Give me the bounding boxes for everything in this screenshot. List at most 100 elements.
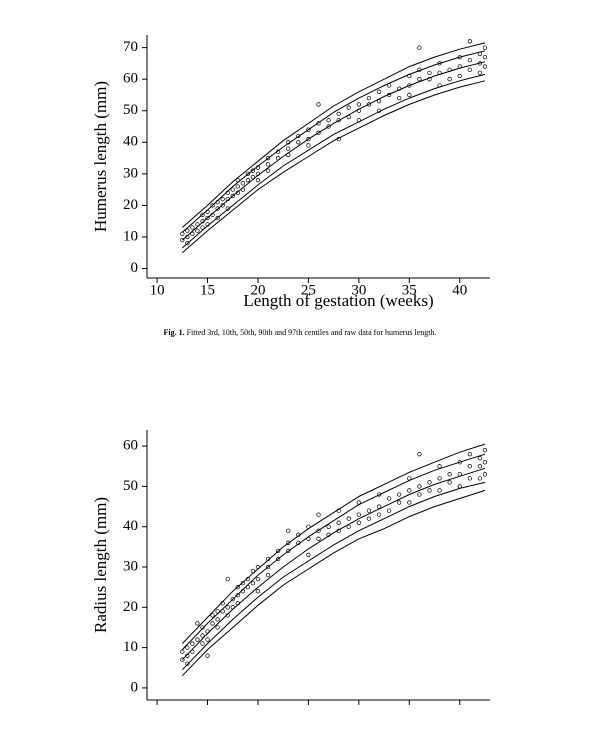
y-axis-label: Humerus length (mm): [91, 81, 110, 232]
data-point: [185, 645, 190, 650]
x-axis-label: Length of gestation (weeks): [243, 291, 433, 310]
data-point: [376, 89, 382, 94]
data-point: [235, 184, 240, 189]
data-point: [245, 171, 251, 177]
data-point: [265, 168, 271, 173]
data-point: [467, 67, 472, 72]
data-point: [225, 206, 230, 211]
data-point: [477, 456, 483, 461]
centile-line: [181, 50, 486, 233]
data-point: [306, 552, 311, 558]
data-point: [482, 54, 488, 60]
data-point: [356, 500, 362, 505]
data-point: [306, 536, 311, 541]
data-point: [190, 225, 195, 230]
x-tick-label: 15: [200, 282, 215, 298]
data-point: [190, 649, 195, 654]
data-point: [437, 83, 442, 88]
data-point: [417, 67, 422, 72]
data-point: [306, 524, 311, 529]
data-point: [386, 496, 392, 501]
data-point: [386, 92, 392, 98]
data-point: [255, 564, 261, 570]
y-tick-label: 40: [123, 134, 138, 150]
data-point: [437, 488, 442, 493]
data-point: [195, 222, 200, 227]
data-point: [286, 548, 291, 554]
data-point: [407, 488, 412, 493]
data-point: [447, 77, 452, 82]
data-point: [316, 102, 321, 107]
caption: Fig. 1. Fitted 3rd, 10th, 50th, 90th and…: [163, 328, 436, 337]
data-point: [316, 528, 321, 533]
data-point: [255, 165, 261, 170]
y-tick-label: 50: [123, 478, 138, 494]
data-point: [205, 222, 210, 227]
data-point: [316, 130, 321, 135]
data-point: [230, 597, 235, 602]
data-point: [376, 504, 382, 509]
data-point: [482, 460, 488, 465]
centile-line: [181, 80, 486, 254]
data-point: [265, 572, 271, 578]
data-point: [200, 641, 205, 646]
data-point: [296, 133, 301, 139]
data-point: [240, 589, 245, 594]
data-point: [336, 118, 341, 123]
data-point: [397, 492, 402, 497]
data-point: [482, 472, 488, 477]
data-point: [296, 532, 301, 537]
data-point: [230, 193, 235, 199]
data-point: [427, 70, 432, 76]
data-point: [200, 633, 205, 638]
data-point: [210, 613, 215, 618]
data-point: [240, 580, 245, 586]
data-point: [477, 476, 483, 481]
data-point: [467, 39, 472, 44]
data-point: [386, 83, 392, 88]
data-point: [376, 99, 382, 104]
data-point: [286, 146, 291, 151]
data-point: [190, 641, 195, 646]
data-point: [386, 508, 392, 513]
data-point: [407, 83, 412, 88]
data-point: [255, 589, 261, 594]
data-point: [245, 576, 251, 582]
centile-line: [181, 453, 486, 650]
data-point: [467, 452, 472, 457]
data-point: [225, 190, 230, 195]
y-tick-label: 0: [131, 260, 139, 276]
data-point: [215, 609, 220, 614]
data-point: [326, 118, 331, 123]
data-point: [407, 500, 412, 505]
data-point: [220, 609, 225, 614]
data-point: [180, 657, 185, 662]
data-point: [200, 225, 205, 230]
data-point: [230, 605, 235, 610]
data-point: [417, 492, 422, 497]
data-point: [235, 593, 240, 598]
x-tick-label: 40: [452, 282, 467, 298]
data-point: [457, 73, 462, 79]
data-point: [376, 492, 382, 497]
data-point: [250, 568, 256, 574]
data-point: [447, 480, 452, 485]
data-point: [316, 512, 321, 517]
data-point: [447, 472, 452, 477]
data-point: [457, 64, 462, 69]
data-point: [215, 200, 220, 205]
data-point: [306, 143, 311, 148]
data-point: [240, 187, 245, 192]
data-point: [250, 168, 256, 173]
data-point: [437, 464, 442, 469]
data-point: [316, 536, 321, 541]
data-point: [255, 576, 261, 582]
data-point: [195, 228, 200, 233]
data-point: [477, 61, 483, 66]
y-axis-label: Radius length (mm): [91, 497, 110, 633]
data-point: [220, 601, 225, 606]
data-point: [336, 508, 341, 513]
y-tick-label: 70: [123, 39, 138, 55]
data-point: [286, 540, 291, 545]
